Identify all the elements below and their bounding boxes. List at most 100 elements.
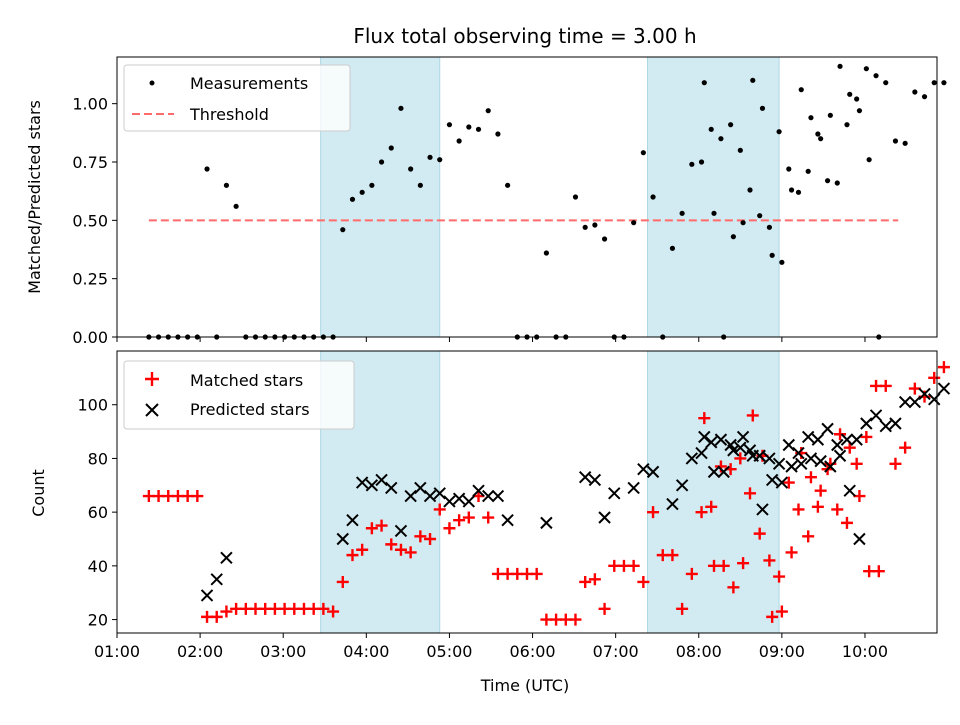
matched-star-point — [191, 490, 204, 503]
predicted-star-point — [814, 454, 827, 468]
predicted-star-point — [795, 457, 808, 471]
matched-star-point — [744, 487, 757, 500]
measurement-point — [601, 236, 608, 242]
predicted-star-point — [853, 532, 866, 546]
predicted-star-point — [782, 438, 795, 452]
x-tick-label: 01:00 — [94, 642, 140, 661]
predicted-star-point — [765, 473, 779, 487]
x-tick-label: 06:00 — [509, 642, 555, 661]
matched-star-point — [220, 605, 233, 618]
predicted-star-point — [869, 409, 883, 422]
measurement-point — [505, 182, 511, 188]
y-tick-label: 0.75 — [72, 153, 108, 172]
predicted-star-point — [365, 479, 379, 492]
matched-star-point — [937, 361, 950, 374]
measurement-point — [844, 122, 850, 128]
measurement-point — [359, 189, 365, 195]
measurement-point — [818, 136, 824, 142]
matched-star-point — [853, 490, 866, 503]
predicted-star-point — [472, 484, 485, 497]
matched-star-point — [872, 565, 885, 578]
measurement-point — [466, 124, 472, 130]
matched-star-point — [785, 546, 798, 559]
matched-star-point — [840, 516, 853, 529]
predicted-star-point — [717, 465, 730, 479]
x-axis-label: Time (UTC) — [480, 676, 569, 695]
matched-star-point — [705, 500, 718, 513]
matched-star-point — [210, 610, 223, 623]
matched-star-point — [814, 484, 827, 497]
matched-star-point — [365, 522, 378, 535]
predicted-star-point — [637, 462, 650, 476]
predicted-star-point — [811, 433, 825, 446]
measurement-point — [669, 245, 676, 251]
measurement-point — [475, 126, 482, 132]
matched-star-point — [831, 503, 844, 516]
measurement-point — [708, 126, 714, 132]
predicted-star-point — [705, 436, 718, 449]
predicted-star-point — [928, 393, 941, 406]
predicted-star-point — [879, 419, 892, 433]
measurement-point — [856, 108, 863, 114]
measurement-point — [728, 122, 734, 128]
predicted-star-point — [627, 481, 640, 495]
matched-star-point — [928, 371, 941, 384]
measurement-point — [340, 227, 346, 233]
top-axes-frame — [116, 56, 938, 338]
measurement-point — [931, 80, 937, 86]
measurement-point — [369, 182, 375, 188]
matched-star-point — [860, 430, 873, 443]
y-tick-label: 0.50 — [72, 211, 108, 230]
measurement-point — [204, 166, 210, 172]
predicted-star-point — [763, 452, 776, 465]
matched-star-point — [433, 503, 446, 516]
bottom-y-ticks: 20 40 60 80 100 — [77, 396, 117, 630]
matched-star-point — [627, 559, 640, 572]
measurement-point — [718, 136, 724, 142]
observing-window-shade — [647, 57, 780, 337]
matched-star-point — [734, 452, 747, 465]
x-tick-label: 03:00 — [260, 642, 306, 661]
matched-star-point — [695, 506, 708, 519]
predicted-star-point — [785, 460, 798, 473]
y-tick-label: 0.00 — [72, 328, 108, 347]
measurement-point — [834, 180, 840, 186]
legend-label-predicted: Predicted stars — [190, 400, 310, 419]
predicted-star-point — [736, 430, 750, 444]
predicted-star-point — [336, 532, 349, 546]
predicted-star-point — [824, 460, 837, 473]
measurement-point — [837, 63, 843, 69]
y-tick-label: 1.00 — [72, 95, 108, 114]
x-tick-label: 04:00 — [343, 642, 389, 661]
measurement-point — [892, 138, 899, 144]
measurement-point — [495, 131, 501, 137]
predicted-star-point — [843, 484, 856, 497]
predicted-star-point — [220, 551, 233, 565]
predicted-star-point — [588, 473, 602, 487]
predicted-star-point — [850, 433, 863, 446]
matched-star-point — [530, 567, 543, 580]
predicted-star-point — [423, 489, 437, 503]
predicted-star-point — [860, 417, 873, 430]
matched-star-point — [647, 506, 660, 519]
measurement-point — [779, 259, 785, 265]
predicted-star-point — [200, 589, 214, 602]
predicted-star-point — [452, 492, 466, 505]
matched-star-point — [453, 514, 466, 527]
matched-star-point — [782, 476, 795, 489]
matched-star-point — [850, 457, 863, 470]
matched-star-point — [346, 549, 359, 562]
matched-star-point — [375, 519, 388, 532]
measurement-point — [798, 87, 804, 93]
measurement-point — [592, 222, 598, 228]
measurement-point — [437, 157, 443, 163]
measurement-point — [921, 94, 928, 100]
predicted-star-point — [833, 449, 847, 462]
y-tick-label: 60 — [88, 503, 108, 522]
predicted-star-point — [210, 573, 223, 586]
measurement-point — [805, 168, 811, 174]
star-count-points — [142, 361, 951, 626]
measurement-point — [941, 80, 947, 86]
